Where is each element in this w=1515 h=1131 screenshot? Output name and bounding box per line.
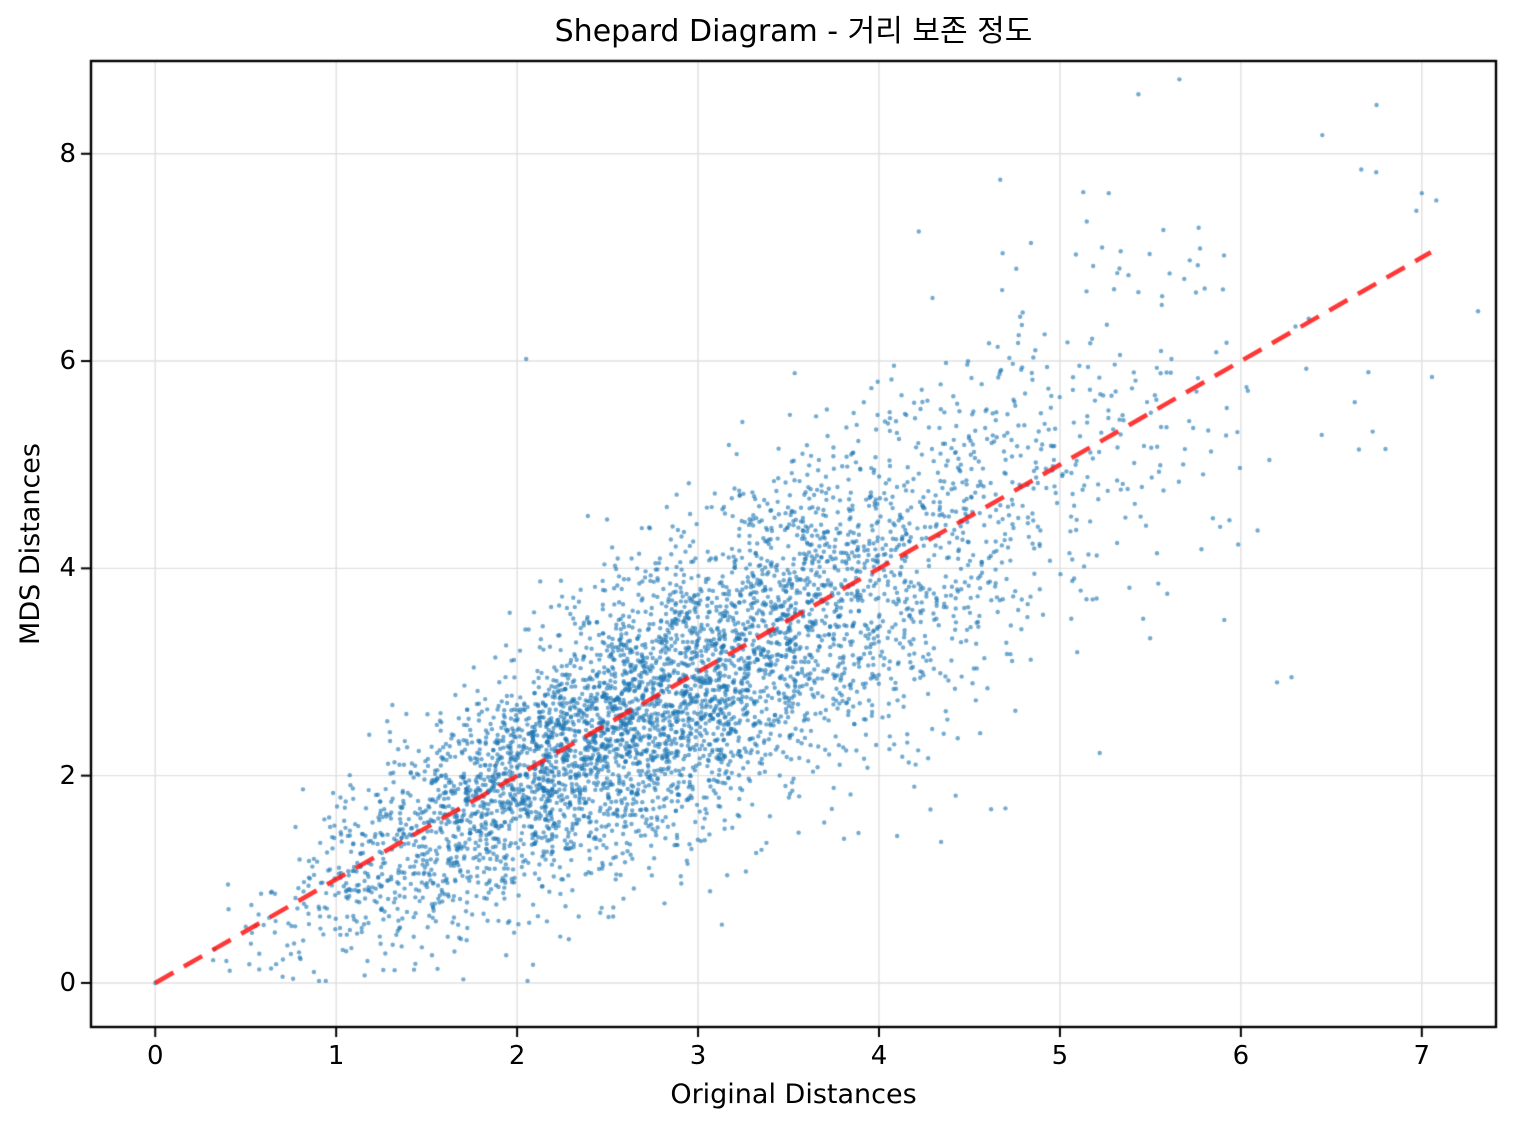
x-tick-label: 1 (327, 1041, 345, 1071)
y-axis-label: MDS Distances (15, 443, 46, 645)
chart-title: Shepard Diagram - 거리 보존 정도 (554, 14, 1033, 49)
x-tick-label: 5 (1051, 1041, 1069, 1071)
y-tick-label: 6 (59, 346, 76, 377)
x-axis-label: Original Distances (670, 1079, 917, 1110)
y-tick-label: 8 (59, 138, 76, 169)
y-tick-label: 0 (59, 967, 76, 998)
y-tick-label: 4 (59, 553, 76, 584)
x-tick-label: 0 (146, 1041, 164, 1071)
x-tick-label: 2 (508, 1041, 526, 1071)
y-tick-label: 2 (59, 760, 76, 791)
x-tick-label: 3 (689, 1041, 707, 1071)
x-tick-label: 6 (1232, 1041, 1250, 1071)
x-tick-label: 4 (870, 1041, 888, 1071)
x-tick-label: 7 (1413, 1041, 1431, 1071)
